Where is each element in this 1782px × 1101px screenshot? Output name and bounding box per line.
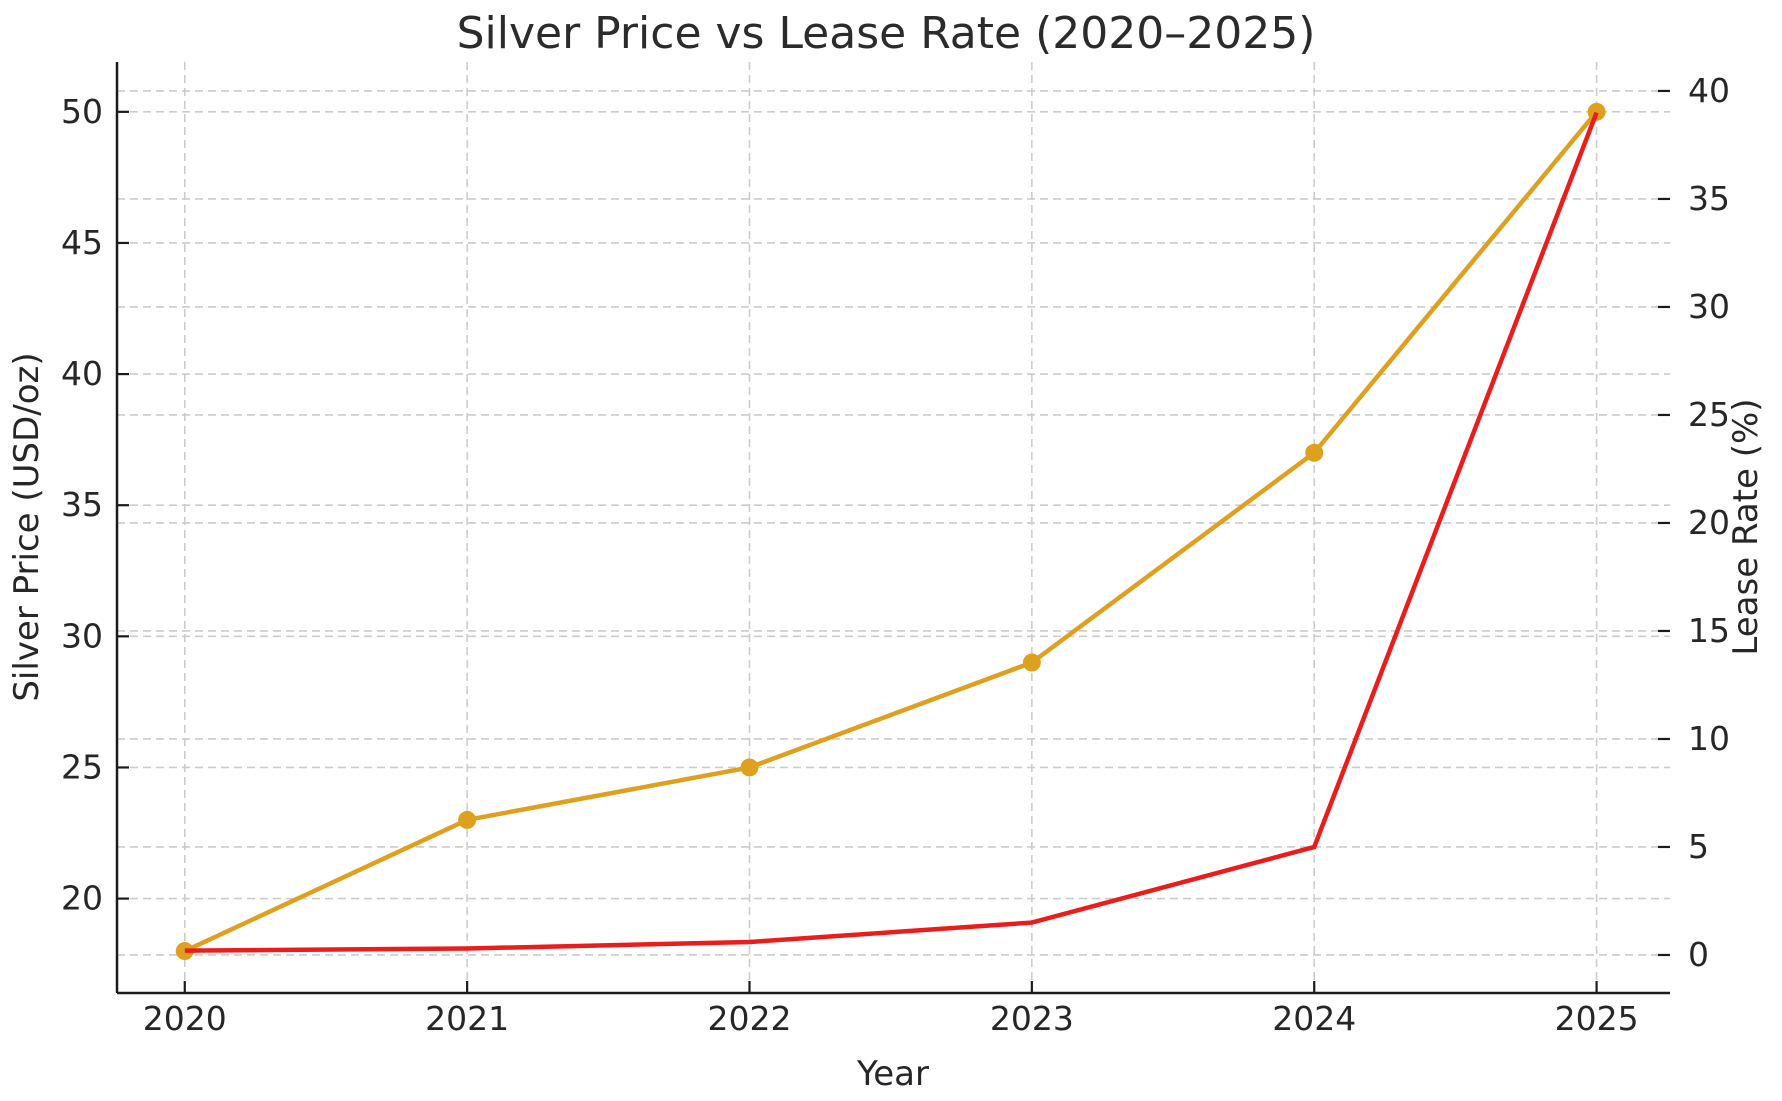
silver-price-marker bbox=[1305, 443, 1324, 462]
y-tick-label-left: 45 bbox=[61, 223, 103, 262]
y-tick-label-right: 10 bbox=[1688, 719, 1730, 758]
silver-price-marker bbox=[458, 810, 477, 829]
x-tick-label: 2025 bbox=[1555, 999, 1639, 1038]
x-tick-label: 2021 bbox=[425, 999, 509, 1038]
silver-price-marker bbox=[1022, 653, 1041, 672]
silver-price-marker bbox=[175, 942, 194, 961]
y-tick-label-left: 35 bbox=[61, 485, 103, 524]
x-tick-label: 2024 bbox=[1272, 999, 1356, 1038]
chart-title: Silver Price vs Lease Rate (2020–2025) bbox=[457, 8, 1316, 59]
gridlines bbox=[117, 62, 1670, 993]
x-tick-label: 2022 bbox=[708, 999, 792, 1038]
y-tick-label-left: 30 bbox=[61, 616, 103, 655]
silver-price-marker bbox=[740, 758, 759, 777]
series bbox=[175, 102, 1606, 961]
y-tick-label-left: 40 bbox=[61, 354, 103, 393]
y-tick-label-right: 5 bbox=[1688, 827, 1709, 866]
y-tick-label-left: 25 bbox=[61, 747, 103, 786]
axes bbox=[115, 62, 1670, 995]
y-tick-label-right: 30 bbox=[1688, 287, 1730, 326]
y-tick-label-right: 20 bbox=[1688, 503, 1730, 542]
silver-price-marker bbox=[1587, 102, 1606, 121]
y-tick-label-right: 40 bbox=[1688, 71, 1730, 110]
silver-price-line bbox=[183, 110, 1599, 954]
y-tick-label-left: 50 bbox=[61, 92, 103, 131]
y-tick-label-right: 25 bbox=[1688, 395, 1730, 434]
lease-rate-line bbox=[184, 111, 1599, 953]
y-axis-label-right: Lease Rate (%) bbox=[1726, 398, 1766, 655]
x-tick-label: 2020 bbox=[143, 999, 227, 1038]
x-axis-label: Year bbox=[856, 1054, 929, 1094]
x-tick-label: 2023 bbox=[990, 999, 1074, 1038]
y-tick-label-right: 35 bbox=[1688, 179, 1730, 218]
y-tick-label-right: 0 bbox=[1688, 935, 1709, 974]
y-tick-label-left: 20 bbox=[61, 879, 103, 918]
y-axis-label-left: Silver Price (USD/oz) bbox=[7, 352, 47, 701]
y-tick-label-right: 15 bbox=[1688, 611, 1730, 650]
